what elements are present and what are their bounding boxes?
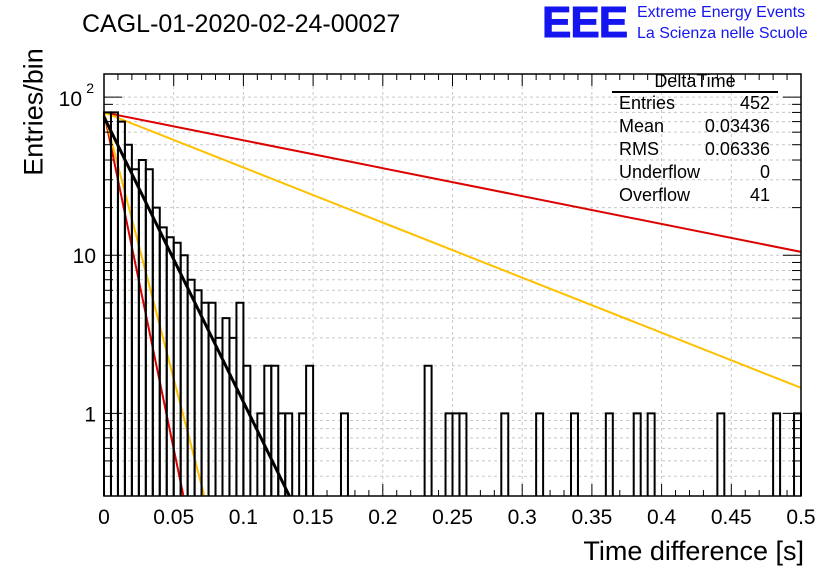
x-tick-label: 0.05 bbox=[153, 506, 194, 529]
histogram-bar bbox=[256, 412, 266, 496]
y-tick-label: 1 bbox=[84, 403, 96, 426]
histogram-bar bbox=[158, 226, 168, 496]
histogram-bar bbox=[103, 111, 112, 496]
y-tick-label: 10 bbox=[73, 245, 96, 268]
fit-line bbox=[103, 111, 802, 389]
histogram-bar bbox=[298, 412, 308, 496]
histogram-bar bbox=[535, 412, 545, 496]
histogram-bar bbox=[500, 412, 510, 496]
stats-label: Overflow bbox=[619, 185, 691, 205]
stats-row-rms: RMS 0.06336 bbox=[612, 138, 778, 161]
y-tick-label-top: 10 bbox=[59, 88, 82, 111]
stats-label: Entries bbox=[619, 93, 676, 113]
stats-title: DeltaTime bbox=[654, 71, 736, 91]
x-tick-label: 0.35 bbox=[571, 506, 612, 529]
histogram-bar bbox=[423, 364, 433, 496]
histogram-bar bbox=[228, 336, 238, 496]
x-axis-label: Time difference [s] bbox=[583, 536, 804, 566]
stats-row-mean: Mean 0.03436 bbox=[612, 115, 778, 138]
x-tick-label: 0.25 bbox=[432, 506, 473, 529]
stats-label: Underflow bbox=[619, 162, 701, 182]
histogram-bar bbox=[130, 168, 140, 496]
histogram-bar bbox=[569, 412, 579, 496]
histogram-bar bbox=[221, 317, 231, 496]
histogram-bar bbox=[339, 412, 349, 496]
logo-letters: EEE bbox=[541, 0, 628, 47]
stats-divider bbox=[612, 91, 778, 93]
stats-box: DeltaTime Entries 452 Mean 0.03436 RMS 0… bbox=[612, 70, 778, 207]
histogram-bar bbox=[186, 278, 196, 496]
histogram-bar bbox=[179, 254, 189, 496]
histogram-bar bbox=[716, 412, 726, 496]
y-axis-label: Entries/bin bbox=[18, 48, 49, 176]
stats-row-underflow: Underflow 0 bbox=[612, 161, 778, 184]
stats-value: 0 bbox=[759, 162, 770, 182]
x-tick-label: 0.15 bbox=[293, 506, 334, 529]
fit-line bbox=[102, 116, 291, 497]
histogram-bar bbox=[632, 412, 642, 496]
histogram-bar bbox=[772, 412, 782, 496]
x-tick-label: 0 bbox=[98, 506, 110, 529]
stats-value: 452 bbox=[739, 93, 770, 113]
histogram-bar bbox=[793, 412, 802, 496]
x-tick-label: 0.3 bbox=[508, 506, 537, 529]
histogram-bar bbox=[646, 412, 656, 496]
chart-title: CAGL-01-2020-02-24-00027 bbox=[82, 10, 401, 38]
eee-logo: EEE Extreme Energy Events La Scienza nel… bbox=[541, 0, 832, 47]
histogram-bar bbox=[444, 412, 454, 496]
stats-value: 0.06336 bbox=[704, 139, 770, 159]
x-tick-label: 0.5 bbox=[786, 506, 815, 529]
x-tick-label: 0.4 bbox=[647, 506, 677, 529]
x-tick-label: 0.1 bbox=[229, 506, 258, 529]
stats-row-entries: Entries 452 bbox=[612, 92, 778, 115]
x-axis-ticks: 0 0.05 0.1 0.15 0.2 0.25 0.3 0.35 0.4 0.45 0.5 bbox=[98, 74, 816, 529]
y-tick-label-exponent: 2 bbox=[86, 80, 94, 96]
stats-value: 41 bbox=[749, 185, 770, 205]
fit-line bbox=[103, 112, 206, 497]
grid-lines bbox=[103, 74, 802, 497]
histogram-bar bbox=[214, 336, 224, 496]
histogram-bar bbox=[137, 159, 147, 496]
fit-line bbox=[103, 112, 185, 497]
histogram-bar bbox=[604, 412, 614, 496]
histogram-bar bbox=[242, 364, 252, 496]
fit-line bbox=[103, 111, 802, 253]
histogram-bar bbox=[284, 412, 294, 496]
stats-label: Mean bbox=[619, 116, 665, 136]
histogram-bar bbox=[305, 364, 315, 496]
x-tick-label: 0.2 bbox=[368, 506, 397, 529]
stats-value: 0.03436 bbox=[704, 116, 770, 136]
logo-line-2: La Scienza nelle Scuole bbox=[637, 25, 808, 42]
stats-label: RMS bbox=[619, 139, 659, 159]
histogram-bar bbox=[458, 412, 468, 496]
logo-line-1: Extreme Energy Events bbox=[637, 4, 806, 21]
histogram-bar bbox=[451, 412, 461, 496]
x-tick-label: 0.45 bbox=[711, 506, 752, 529]
stats-row-overflow: Overflow 41 bbox=[612, 184, 778, 207]
